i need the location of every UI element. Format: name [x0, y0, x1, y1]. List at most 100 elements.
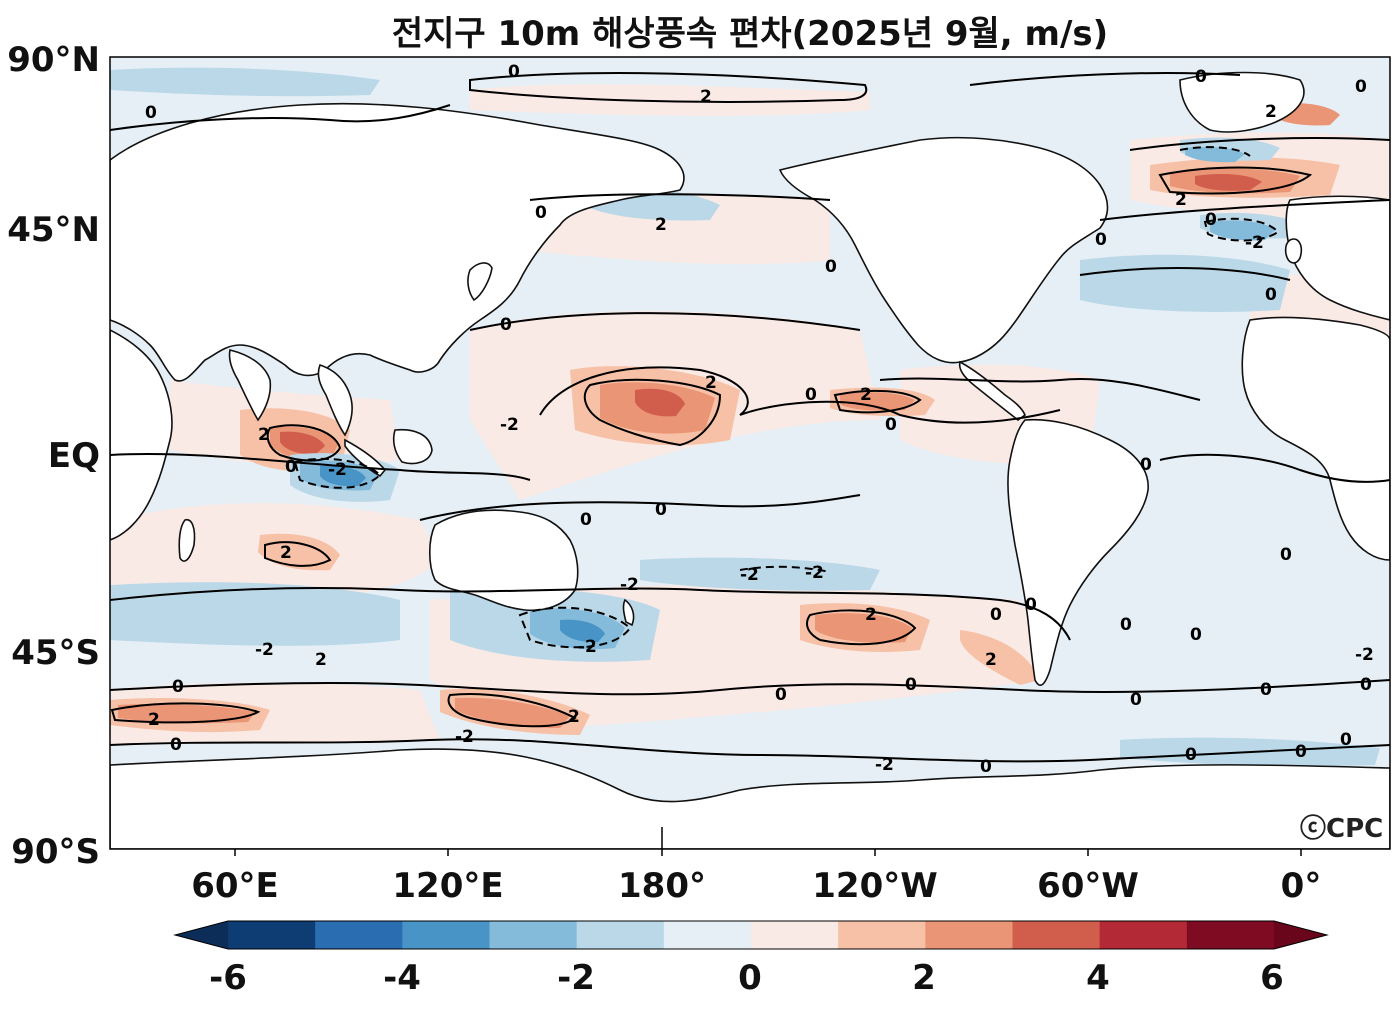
strong-negative-region: [1185, 146, 1245, 163]
contour-label: 2: [1265, 102, 1277, 122]
zero-contour-line: [539, 366, 1061, 424]
contour-label: -2: [740, 565, 759, 585]
lat-label-45s: 45°S: [11, 633, 100, 673]
contour-label: -2: [578, 637, 597, 657]
contour-label: 0: [1205, 210, 1217, 230]
contour-label: 0: [285, 457, 297, 477]
very-strong-positive-region: [1195, 174, 1262, 191]
contour-label: 0: [1120, 615, 1132, 635]
colorbar-segment: [1099, 921, 1188, 949]
lon-label-0: 0°: [1280, 866, 1322, 906]
eurasia-land: [110, 102, 685, 382]
contour-label: -2: [500, 415, 519, 435]
zero-contour-line: [469, 312, 861, 331]
europe-land: [1285, 195, 1390, 321]
contour-label: -2: [328, 460, 347, 480]
colorbar-tick-label: 0: [738, 958, 762, 998]
colorbar-over-arrow: [1274, 921, 1327, 949]
colorbar-tick-label: 2: [912, 958, 936, 998]
lon-label-60w: 60°W: [1037, 866, 1139, 906]
positive-anomaly-region: [520, 194, 830, 265]
contour-label: 0: [805, 385, 817, 405]
zero-contour-line: [1159, 453, 1390, 483]
contour-label: 0: [825, 257, 837, 277]
contour-label: 2: [865, 605, 877, 625]
plus-two-contour-line: [264, 541, 332, 567]
land-masses: [110, 71, 1390, 849]
contour-label: 0: [500, 315, 512, 335]
lat-label-45n: 45°N: [7, 210, 100, 250]
plus-two-contour-line: [1158, 166, 1313, 195]
contour-label: 0: [1260, 680, 1272, 700]
plus-two-contour-line: [447, 693, 577, 728]
contour-label: 0: [145, 103, 157, 123]
contour-label: 0: [775, 685, 787, 705]
zero-contour-line: [110, 679, 1390, 696]
minus-two-contour-line: [1203, 217, 1280, 242]
moderate-positive-region: [960, 630, 1040, 685]
zero-contour-line: [110, 104, 451, 131]
colorbar-segment: [228, 921, 316, 949]
zero-contour-line: [969, 72, 1241, 86]
lat-label-90n: 90°N: [7, 40, 100, 80]
contour-label: 2: [655, 215, 667, 235]
strong-positive-region: [118, 703, 255, 724]
map-frame: [109, 56, 1391, 850]
colorbar-segment: [489, 921, 578, 949]
british-isles-land: [1284, 238, 1303, 264]
north-america-land: [778, 136, 1109, 364]
contour-label: -2: [805, 563, 824, 583]
colorbar-outline: [173, 920, 1329, 950]
contour-label: -2: [1355, 645, 1374, 665]
lon-label-120e: 120°E: [392, 866, 504, 906]
zero-contour-line: [879, 377, 1201, 401]
lon-label-120w: 120°W: [812, 866, 938, 906]
anomaly-field: 0 0 2 0 0 2 2 0 -2 0 2 0 0 2 2 0 0 2 0 -…: [110, 57, 1390, 849]
colorbar-segment: [925, 921, 1013, 949]
contour-label: 2: [700, 87, 712, 107]
contour-label: 0: [1295, 742, 1307, 762]
madagascar-land: [178, 519, 196, 562]
antarctica-land: [110, 748, 1390, 849]
contour-label: 0: [655, 500, 667, 520]
contour-label: 0: [172, 677, 184, 697]
contour-label: 0: [1140, 455, 1152, 475]
contour-label: 0: [1340, 730, 1352, 750]
india-land: [228, 349, 272, 422]
very-strong-negative-region: [320, 465, 366, 487]
japan-land: [467, 262, 493, 302]
contour-label: 2: [280, 543, 292, 563]
contour-label: 0: [170, 735, 182, 755]
zero-contour-line: [110, 453, 531, 481]
contour-label: 0: [980, 757, 992, 777]
plus-two-contour-line: [583, 378, 722, 447]
cpc-logo: ⓒCPC: [1300, 814, 1384, 844]
contour-label: 0: [1025, 595, 1037, 615]
moderate-negative-region: [110, 582, 400, 646]
contour-label: 2: [985, 650, 997, 670]
lat-label-eq: EQ: [47, 436, 100, 476]
southeast-asia-land: [317, 364, 353, 437]
positive-anomaly-region: [470, 84, 870, 116]
contour-label: 0: [1355, 77, 1367, 97]
zero-contours: [110, 72, 1390, 763]
greenland-land: [1179, 71, 1305, 133]
colorbar-tick-label: 6: [1260, 958, 1284, 998]
colorbar-tick-label: -6: [209, 958, 247, 998]
contour-label: -2: [455, 727, 474, 747]
contour-label: 0: [1280, 545, 1292, 565]
contour-labels: 0 0 2 0 0 2 2 0 -2 0 2 0 0 2 2 0 0 2 0 -…: [145, 62, 1374, 777]
map-title: 전지구 10m 해상풍속 편차(2025년 9월, m/s): [391, 14, 1109, 54]
lat-label-90s: 90°S: [11, 832, 100, 872]
contour-label: 0: [1130, 690, 1142, 710]
contour-label: -2: [255, 640, 274, 660]
very-strong-positive-region: [635, 388, 685, 417]
strong-positive-region: [455, 697, 570, 728]
colorbar-segment: [838, 921, 926, 949]
strong-positive-region: [815, 613, 912, 643]
colorbar-segment: [576, 921, 665, 949]
colorbar-tick-label: -4: [383, 958, 421, 998]
zero-contour-line: [1099, 199, 1390, 221]
africa-east-land: [110, 329, 173, 541]
